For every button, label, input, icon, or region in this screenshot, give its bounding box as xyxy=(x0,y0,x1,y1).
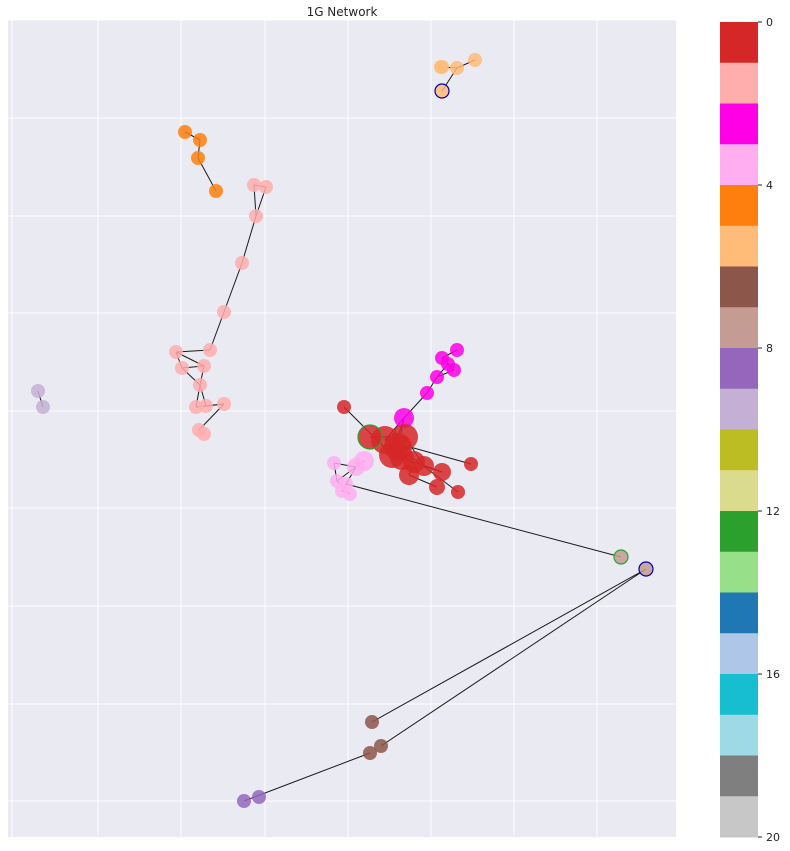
node-point xyxy=(434,83,450,99)
node-point xyxy=(217,397,231,411)
node-point xyxy=(347,458,365,476)
node-point xyxy=(420,386,434,400)
colorbar-segment xyxy=(720,22,758,64)
node-point xyxy=(169,345,183,359)
colorbar-segment xyxy=(720,633,758,675)
nodes xyxy=(31,53,654,808)
node-point xyxy=(237,794,251,808)
node-point xyxy=(429,479,445,495)
node-point xyxy=(203,343,217,357)
colorbar-segment xyxy=(720,225,758,267)
node-point xyxy=(613,549,629,565)
colorbar-tick-label: 0 xyxy=(766,16,773,29)
node-point xyxy=(209,184,223,198)
edge xyxy=(223,262,243,313)
colorbar-tick-label: 16 xyxy=(766,668,780,681)
node-point xyxy=(390,446,414,470)
colorbar-segment xyxy=(720,674,758,716)
node-point xyxy=(468,53,482,67)
node-point xyxy=(394,408,414,428)
node-point xyxy=(433,463,451,481)
colorbar-segment xyxy=(720,551,758,593)
node-point xyxy=(31,384,45,398)
node-point xyxy=(464,457,478,471)
node-point xyxy=(392,424,418,450)
node-point xyxy=(191,151,205,165)
node-point xyxy=(259,180,273,194)
colorbar-segment xyxy=(720,470,758,512)
colorbar: 0 4 8 12 16 20 xyxy=(720,16,780,844)
node-point xyxy=(193,133,207,147)
chart-title: 1G Network xyxy=(307,5,378,19)
node-point xyxy=(638,561,654,577)
node-point xyxy=(252,790,266,804)
node-point xyxy=(175,361,189,375)
node-point xyxy=(339,477,353,491)
node-point xyxy=(357,424,383,450)
colorbar-tick-label: 12 xyxy=(766,505,780,518)
node-point xyxy=(327,456,341,470)
node-point xyxy=(247,178,261,192)
plot-background xyxy=(8,20,676,837)
colorbar-segment xyxy=(720,144,758,186)
colorbar-segment xyxy=(720,755,758,797)
node-point xyxy=(447,363,461,377)
node-point xyxy=(450,343,464,357)
colorbar-segment xyxy=(720,796,758,838)
node-point xyxy=(365,715,379,729)
colorbar-segment xyxy=(720,511,758,553)
edge xyxy=(380,568,647,747)
colorbar-segment xyxy=(720,103,758,145)
colorbar-tick-label: 8 xyxy=(766,342,773,355)
node-point xyxy=(399,465,419,485)
colorbar-segment xyxy=(720,348,758,390)
edge xyxy=(345,483,622,558)
colorbar-segment xyxy=(720,307,758,349)
edge xyxy=(241,215,257,264)
node-point xyxy=(197,427,211,441)
node-point xyxy=(450,61,464,75)
node-point xyxy=(217,305,231,319)
node-point xyxy=(178,125,192,139)
node-point xyxy=(197,359,211,373)
node-point xyxy=(193,378,207,392)
node-point xyxy=(435,60,449,74)
node-point xyxy=(430,370,444,384)
colorbar-segment xyxy=(720,592,758,634)
edge xyxy=(371,568,647,723)
colorbar-segment xyxy=(720,62,758,104)
node-point xyxy=(414,456,434,476)
colorbar-segment xyxy=(720,429,758,471)
node-point xyxy=(199,399,213,413)
node-point xyxy=(36,400,50,414)
node-point xyxy=(363,746,377,760)
colorbar-tick-label: 20 xyxy=(766,831,780,844)
node-point xyxy=(337,400,351,414)
node-point xyxy=(374,739,388,753)
colorbar-segment xyxy=(720,388,758,430)
node-point xyxy=(249,209,263,223)
edge xyxy=(243,752,371,802)
colorbar-segment xyxy=(720,185,758,227)
colorbar-segment xyxy=(720,714,758,756)
colorbar-segment xyxy=(720,266,758,308)
node-point xyxy=(235,256,249,270)
colorbar-tick-label: 4 xyxy=(766,179,773,192)
node-point xyxy=(451,485,465,499)
